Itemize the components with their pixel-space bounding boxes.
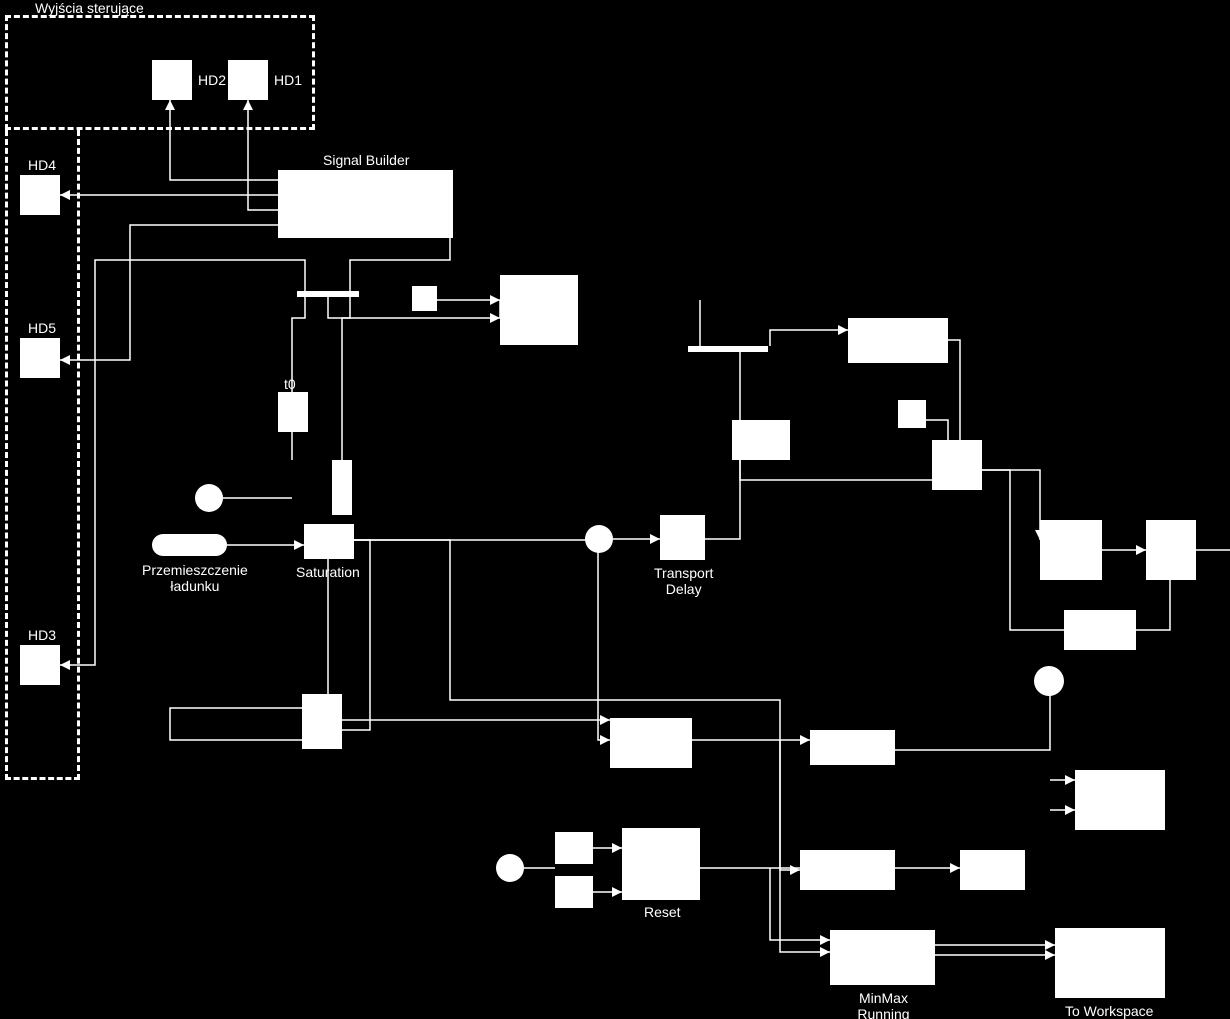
block-wide2[interactable] (848, 318, 948, 363)
block-combine1[interactable] (932, 440, 982, 490)
block-to_ws_top[interactable] (1055, 928, 1165, 963)
block-minmax[interactable] (830, 930, 935, 985)
block-right_block[interactable] (810, 730, 895, 765)
label-hd3: HD3 (28, 627, 56, 643)
label-sat_bot: Saturation (296, 564, 360, 580)
label-inport1: Przemieszczenie ładunku (142, 562, 248, 594)
label-signal_builder: Signal Builder (323, 152, 409, 168)
block-inport1[interactable] (152, 534, 227, 556)
block-bottom1[interactable] (1064, 610, 1136, 650)
label-hd4: HD4 (28, 157, 56, 173)
label-reset: Reset (644, 904, 681, 920)
block-small_sq1[interactable] (412, 286, 437, 311)
label-minmax: MinMax Running Resettable (850, 990, 917, 1019)
block-mux1_bar[interactable] (297, 291, 359, 297)
block-hd4[interactable] (20, 175, 60, 215)
label-transport_delay: Transport Delay (654, 565, 713, 597)
block-left_mux_block[interactable] (302, 694, 342, 749)
diagram-canvas: Wyjścia sterujące HD2 HD1 HD4 HD5 HD3 Signal … (0, 0, 1230, 1019)
block-to_ws_bot[interactable] (1055, 963, 1165, 998)
block-small_sq2[interactable] (898, 400, 926, 428)
block-combine2[interactable] (1040, 520, 1102, 580)
label-to_ws_bot: To Workspace (1065, 1003, 1153, 1019)
label-t0: t0 (284, 376, 296, 392)
block-hd1[interactable] (228, 60, 268, 100)
block-hd5[interactable] (20, 338, 60, 378)
block-wide4[interactable] (800, 850, 895, 890)
label-hd1: HD1 (274, 72, 302, 88)
block-sat_bot[interactable] (304, 524, 354, 559)
block-signal_builder[interactable] (278, 170, 453, 238)
block-hd2[interactable] (152, 60, 192, 100)
block-clock3[interactable] (496, 854, 524, 882)
block-small_in2[interactable] (555, 876, 593, 908)
block-term1[interactable] (1034, 666, 1064, 696)
block-wide3[interactable] (732, 420, 790, 460)
block-combine3[interactable] (1146, 520, 1196, 580)
label-hd5: HD5 (28, 320, 56, 336)
block-transport_delay[interactable] (660, 515, 705, 560)
block-mux2_bar[interactable] (688, 346, 768, 352)
block-clock1[interactable] (195, 484, 223, 512)
label-hd2: HD2 (198, 72, 226, 88)
block-wide1[interactable] (500, 275, 578, 345)
block-t0[interactable] (278, 392, 308, 432)
block-clock2[interactable] (585, 525, 613, 553)
control-outputs-label: Wyjścia sterujące (35, 0, 144, 16)
block-wide5[interactable] (960, 850, 1025, 890)
block-out_block[interactable] (1075, 770, 1165, 830)
block-mid_block[interactable] (610, 718, 692, 768)
block-small_in1[interactable] (555, 832, 593, 864)
block-sat_top[interactable] (332, 460, 352, 515)
block-hd3[interactable] (20, 645, 60, 685)
wires-layer (0, 0, 1230, 1019)
block-reset[interactable] (622, 828, 700, 900)
